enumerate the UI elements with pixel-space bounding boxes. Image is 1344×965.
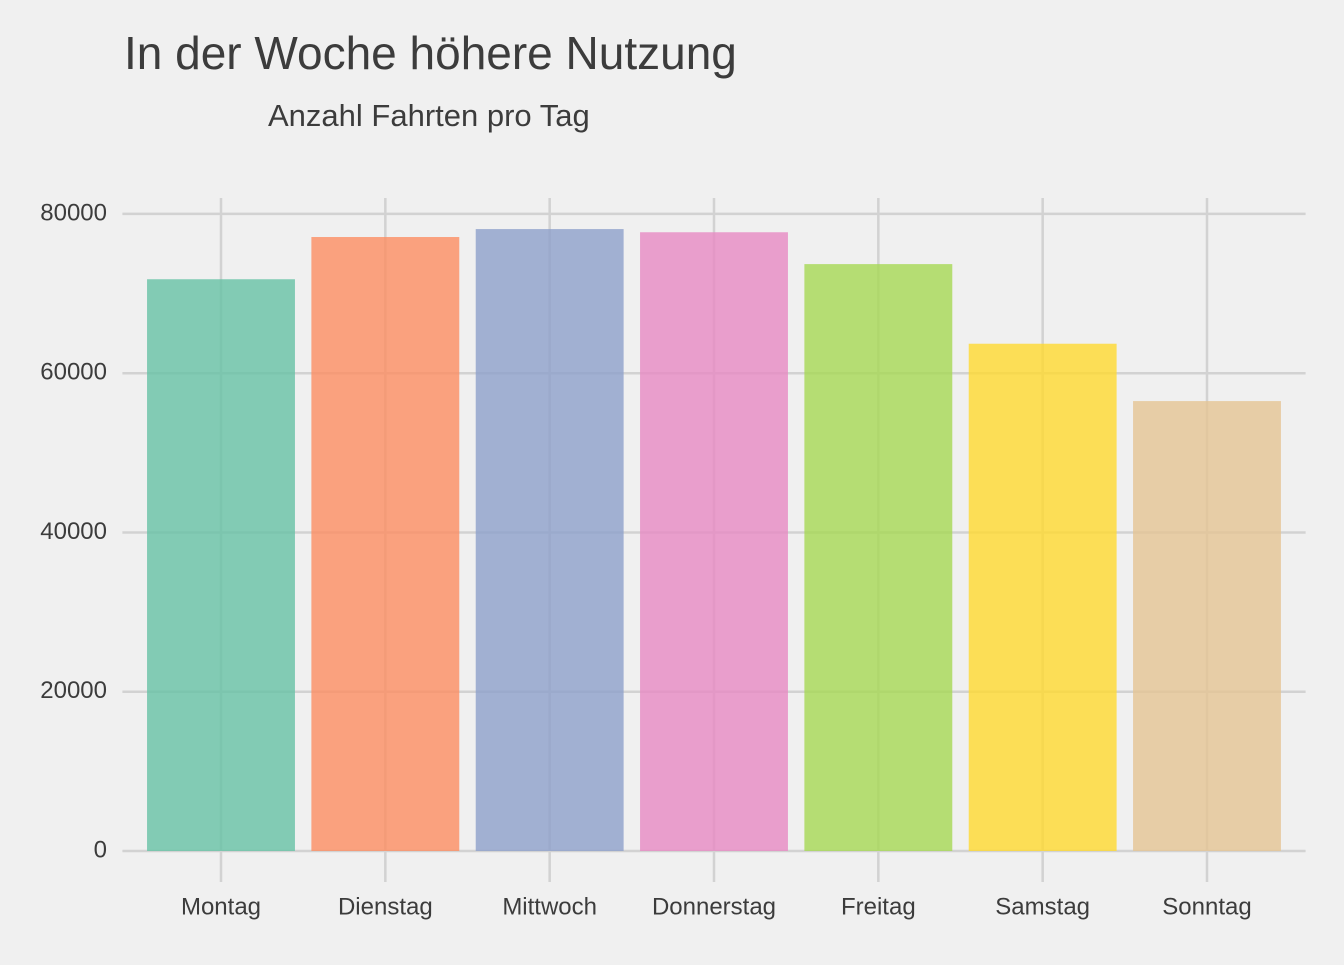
bar (968, 343, 1117, 851)
x-tick-label: Sonntag (1162, 893, 1251, 920)
chart-subtitle: Anzahl Fahrten pro Tag (268, 98, 590, 133)
bar (475, 229, 624, 851)
x-tick-label: Freitag (841, 893, 916, 920)
bar (147, 279, 295, 852)
x-tick-label: Mittwoch (502, 893, 597, 920)
x-tick-label: Dienstag (338, 893, 433, 920)
bar (1133, 401, 1281, 851)
y-tick-label: 40000 (40, 518, 107, 545)
labels: 0 20000 40000 60000 80000 Montag Dienstag Mittw… (40, 199, 1251, 920)
y-tick-label: 60000 (40, 359, 107, 386)
y-tick-label: 20000 (40, 677, 107, 704)
bar (640, 232, 788, 851)
chart-title: In der Woche höhere Nutzung (124, 27, 737, 79)
bar (311, 237, 460, 851)
y-tick-label: 80000 (40, 199, 107, 226)
x-tick-label: Donnerstag (652, 893, 776, 920)
x-tick-label: Montag (181, 893, 261, 920)
bar (804, 264, 953, 852)
x-tick-label: Samstag (995, 893, 1090, 920)
y-tick-label: 0 (94, 836, 107, 863)
bars (147, 229, 1281, 852)
